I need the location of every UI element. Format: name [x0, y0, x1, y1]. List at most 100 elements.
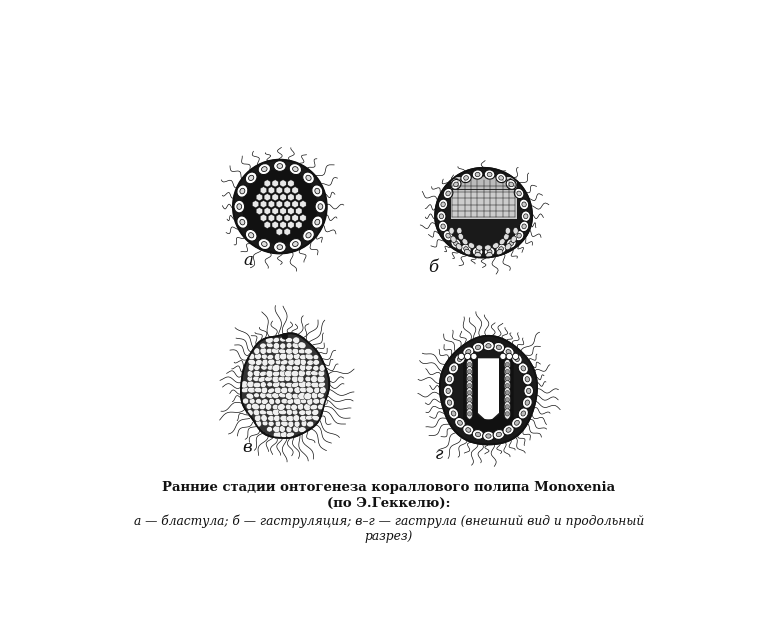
Circle shape	[258, 196, 260, 198]
Ellipse shape	[301, 399, 307, 404]
Ellipse shape	[288, 359, 294, 365]
Ellipse shape	[254, 365, 260, 370]
Ellipse shape	[280, 343, 285, 349]
Ellipse shape	[305, 353, 313, 360]
Polygon shape	[276, 228, 282, 236]
Polygon shape	[253, 214, 259, 222]
Polygon shape	[284, 214, 290, 222]
Circle shape	[266, 210, 269, 212]
Ellipse shape	[273, 338, 279, 343]
Ellipse shape	[286, 353, 293, 360]
Polygon shape	[280, 221, 286, 229]
Polygon shape	[451, 219, 517, 245]
Circle shape	[258, 182, 260, 185]
Ellipse shape	[317, 404, 324, 410]
Circle shape	[278, 231, 280, 233]
Polygon shape	[272, 193, 279, 201]
Ellipse shape	[291, 370, 299, 377]
Ellipse shape	[464, 176, 468, 180]
Polygon shape	[268, 214, 275, 222]
Ellipse shape	[451, 239, 461, 248]
Ellipse shape	[272, 408, 280, 416]
Ellipse shape	[475, 345, 480, 350]
Ellipse shape	[458, 420, 462, 425]
Ellipse shape	[310, 375, 317, 382]
Ellipse shape	[298, 342, 306, 348]
Polygon shape	[288, 221, 294, 229]
Ellipse shape	[273, 432, 282, 438]
Ellipse shape	[320, 387, 326, 394]
Ellipse shape	[276, 359, 281, 365]
Ellipse shape	[260, 343, 266, 348]
Ellipse shape	[472, 430, 483, 439]
Ellipse shape	[298, 392, 306, 399]
Ellipse shape	[254, 415, 261, 421]
Polygon shape	[280, 207, 286, 215]
Ellipse shape	[504, 366, 511, 377]
Ellipse shape	[522, 374, 532, 385]
Circle shape	[294, 217, 296, 219]
Ellipse shape	[310, 404, 318, 410]
Ellipse shape	[273, 242, 286, 253]
Circle shape	[270, 203, 272, 205]
Circle shape	[468, 362, 471, 367]
Ellipse shape	[475, 173, 480, 176]
Circle shape	[282, 210, 284, 212]
Ellipse shape	[472, 170, 483, 179]
Ellipse shape	[466, 394, 473, 405]
Polygon shape	[292, 200, 298, 208]
Ellipse shape	[281, 421, 288, 427]
Text: а: а	[244, 252, 254, 269]
Ellipse shape	[294, 398, 302, 404]
Ellipse shape	[496, 432, 502, 437]
Circle shape	[290, 196, 292, 198]
Ellipse shape	[486, 434, 491, 438]
Circle shape	[250, 196, 253, 198]
Circle shape	[266, 196, 269, 198]
Ellipse shape	[279, 392, 285, 398]
Circle shape	[306, 196, 308, 198]
Ellipse shape	[465, 249, 471, 255]
Circle shape	[274, 182, 276, 185]
Polygon shape	[307, 200, 314, 208]
Polygon shape	[272, 180, 279, 187]
Ellipse shape	[512, 353, 522, 364]
Polygon shape	[257, 193, 263, 201]
Polygon shape	[272, 221, 279, 229]
Ellipse shape	[503, 425, 514, 435]
Circle shape	[286, 175, 288, 178]
Ellipse shape	[254, 410, 260, 416]
Polygon shape	[292, 186, 298, 194]
Polygon shape	[264, 193, 270, 201]
Ellipse shape	[466, 374, 473, 384]
Polygon shape	[288, 180, 294, 187]
Polygon shape	[253, 200, 259, 208]
Ellipse shape	[474, 253, 481, 258]
Polygon shape	[276, 200, 282, 208]
Ellipse shape	[277, 404, 285, 410]
Ellipse shape	[458, 357, 462, 362]
Ellipse shape	[262, 167, 267, 171]
Ellipse shape	[272, 348, 280, 353]
Ellipse shape	[280, 415, 288, 421]
Circle shape	[278, 189, 280, 192]
Ellipse shape	[285, 338, 293, 343]
Polygon shape	[296, 193, 302, 201]
Polygon shape	[248, 207, 254, 215]
Ellipse shape	[312, 216, 323, 228]
Ellipse shape	[240, 188, 245, 194]
Ellipse shape	[285, 392, 293, 399]
Ellipse shape	[524, 214, 528, 219]
Polygon shape	[288, 180, 294, 187]
Polygon shape	[284, 186, 290, 194]
Ellipse shape	[503, 346, 514, 357]
Ellipse shape	[493, 343, 505, 352]
Ellipse shape	[281, 387, 288, 394]
Ellipse shape	[249, 398, 255, 404]
Ellipse shape	[466, 366, 473, 377]
Ellipse shape	[466, 401, 473, 412]
Ellipse shape	[305, 415, 313, 420]
Polygon shape	[268, 173, 275, 180]
Polygon shape	[439, 336, 537, 444]
Ellipse shape	[509, 182, 514, 186]
